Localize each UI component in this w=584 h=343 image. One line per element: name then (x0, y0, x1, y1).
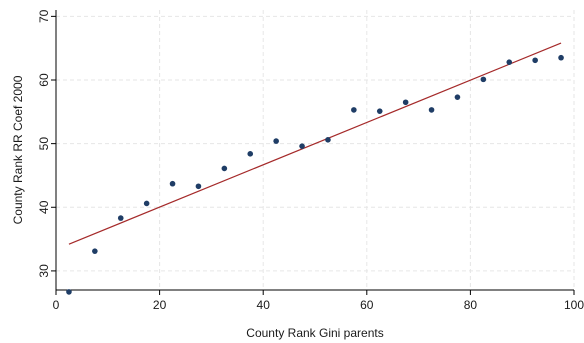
data-point (402, 99, 409, 106)
data-point (195, 183, 202, 190)
fit-line-layer (68, 42, 562, 245)
grid (55, 10, 575, 290)
x-tick-label: 60 (360, 298, 374, 312)
x-tick-label: 20 (153, 298, 167, 312)
y-axis-title: County Rank RR Coef 2000 (11, 75, 25, 224)
data-point (273, 138, 279, 144)
data-point (558, 54, 564, 61)
data-point (143, 200, 150, 207)
data-point (506, 59, 513, 65)
data-point (454, 94, 461, 100)
data-point (221, 165, 228, 172)
data-point (480, 76, 487, 83)
y-tick-label: 30 (37, 264, 51, 278)
data-point (532, 57, 538, 64)
data-points (66, 54, 564, 295)
data-point (66, 289, 72, 295)
x-tick-label: 0 (53, 298, 60, 312)
data-point (169, 180, 176, 187)
y-tick-label: 60 (37, 73, 51, 87)
x-axis-title: County Rank Gini parents (246, 326, 383, 340)
data-point (247, 151, 254, 157)
fit-line (68, 42, 562, 245)
data-point (299, 143, 305, 149)
x-tick-label: 100 (564, 298, 584, 312)
data-point (351, 107, 357, 113)
y-tick-label: 70 (37, 9, 51, 23)
x-tick-label: 80 (464, 298, 478, 312)
data-point (117, 215, 124, 221)
data-point (325, 137, 331, 143)
x-tick-label: 40 (257, 298, 271, 312)
data-point (92, 248, 98, 254)
y-tick-label: 50 (37, 137, 51, 151)
data-point (428, 107, 435, 113)
axes: 0 20 40 60 80 100 30 40 50 60 70 (37, 9, 584, 312)
y-tick-label: 40 (37, 200, 51, 214)
data-point (376, 108, 383, 114)
